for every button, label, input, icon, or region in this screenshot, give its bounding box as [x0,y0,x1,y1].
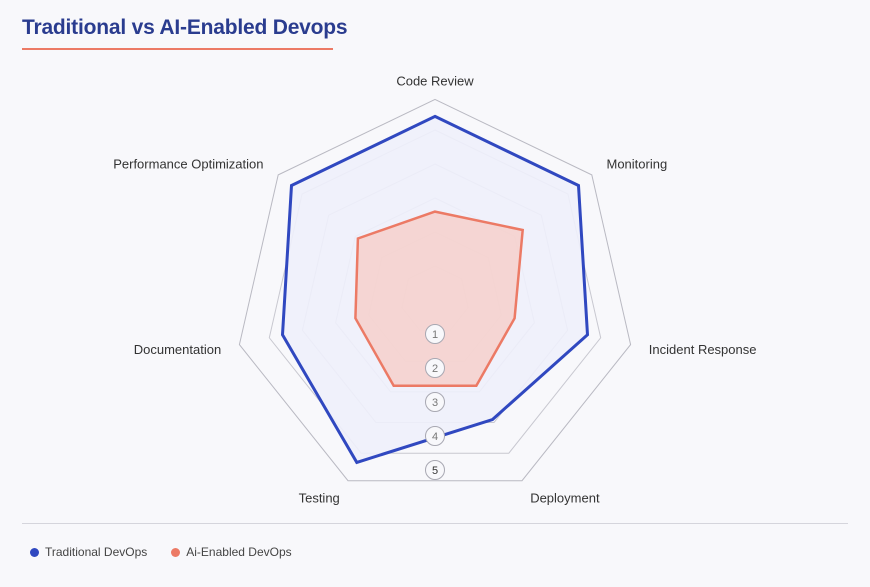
tick-label-5: 5 [432,465,438,477]
axis-label-0: Code Review [396,74,474,89]
axis-label-5: Documentation [134,342,221,357]
tick-label-1: 1 [432,329,438,341]
legend-divider [22,523,848,524]
legend-item-traditional[interactable]: Traditional DevOps [30,545,147,559]
radar-tick-labels: 1 2 3 4 5 [425,324,445,480]
radar-axis-labels: Code Review Monitoring Incident Response De… [113,74,756,506]
tick-badge-3 [425,392,445,412]
tick-badge-1 [425,324,445,344]
axis-label-1: Monitoring [607,156,668,171]
tick-label-2: 2 [432,363,438,375]
tick-badge-2 [425,358,445,378]
chart-title: Traditional vs AI-Enabled Devops [22,16,348,39]
axis-label-4: Testing [299,491,340,506]
tick-label-4: 4 [432,431,438,443]
legend-item-ai-enabled[interactable]: Ai-Enabled DevOps [171,545,292,559]
axis-label-3: Deployment [530,491,600,506]
tick-badge-5 [425,460,445,480]
axis-label-2: Incident Response [649,342,757,357]
tick-badge-4 [425,426,445,446]
title-underline [22,48,333,50]
series-area-1 [354,210,525,388]
legend-dot-traditional [30,547,39,557]
grid-ring-outer [238,98,632,482]
axis-label-6: Performance Optimization [113,156,263,171]
legend-dot-ai-enabled [171,547,181,557]
legend-label-traditional: Traditional DevOps [45,545,148,559]
tick-label-3: 3 [432,397,438,409]
legend-label-ai-enabled: Ai-Enabled DevOps [186,545,292,559]
radar-series [280,114,590,465]
legend: Traditional DevOps Ai-Enabled DevOps [30,545,292,559]
